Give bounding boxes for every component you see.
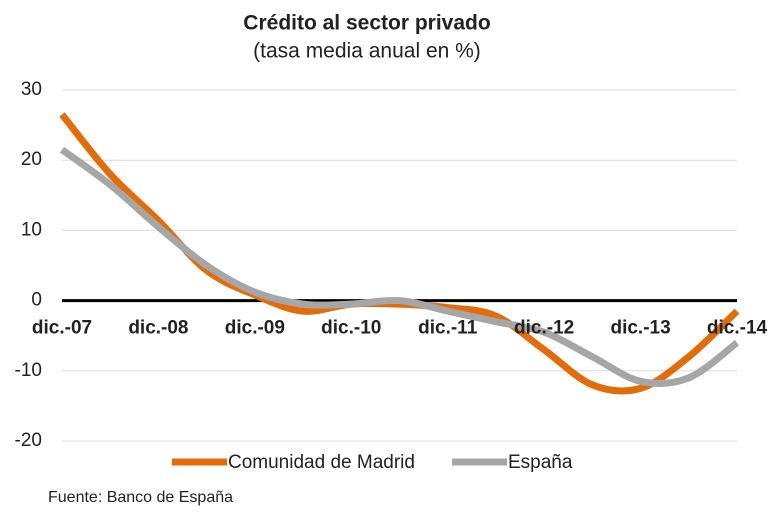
series-line: [59, 112, 740, 395]
y-tick-label: 30: [21, 79, 42, 100]
x-tick-label: dic.-11: [418, 318, 478, 339]
legend-label: España: [508, 452, 573, 473]
x-tick-label: dic.-13: [610, 318, 670, 339]
y-tick-label: 20: [21, 149, 42, 170]
y-tick-label: 0: [31, 290, 42, 311]
y-tick-label: -10: [15, 360, 42, 381]
y-tick-label: 10: [21, 219, 42, 240]
x-tick-label: dic.-10: [321, 318, 381, 339]
source: Fuente: Banco de España: [48, 489, 233, 506]
series-line: [59, 146, 740, 387]
legend-label: Comunidad de Madrid: [228, 452, 415, 473]
x-tick-label: dic.-14: [707, 318, 768, 339]
chart-title: Crédito al sector privado: [243, 12, 490, 35]
x-tick-label: dic.-12: [514, 318, 574, 339]
x-tick-label: dic.-08: [128, 318, 188, 339]
y-tick-label: -20: [15, 430, 42, 451]
chart-subtitle: (tasa media anual en %): [253, 40, 481, 63]
x-tick-label: dic.-09: [225, 318, 285, 339]
x-tick-label: dic.-07: [32, 318, 92, 339]
